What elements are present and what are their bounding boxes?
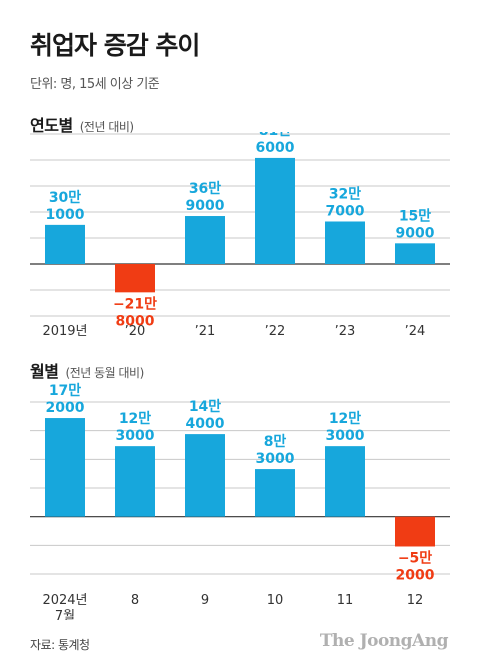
bar-2	[185, 216, 225, 264]
bar-0	[45, 418, 85, 517]
data-label-5-1: 2000	[396, 567, 435, 583]
category-label-5-0: 12	[407, 593, 424, 608]
bar-4	[325, 446, 365, 517]
brand-logo: The JoongAng	[319, 631, 449, 651]
bar-2	[185, 434, 225, 517]
page-title: 취업자 증감 추이	[30, 31, 200, 60]
annual-chart-title: 연도별 (전년 대비)	[30, 112, 134, 136]
monthly-bar-chart: 17만20002024년7월12만3000814만400098만30001012…	[30, 383, 450, 620]
category-label-2-0: ’21	[195, 324, 216, 339]
data-label-0-1: 1000	[46, 207, 85, 223]
data-label-1-1: 8000	[116, 313, 155, 329]
bar-5	[395, 243, 435, 264]
unit-note: 단위: 명, 15세 이상 기준	[30, 77, 160, 92]
category-label-0-0: 2019년	[42, 324, 87, 339]
data-label-5-0: 15만	[399, 208, 431, 224]
source-note: 자료: 통계청	[30, 638, 90, 652]
data-label-3-0: 8만	[264, 434, 287, 450]
data-label-5-0: −5만	[398, 550, 432, 566]
category-label-2-0: 9	[201, 593, 209, 608]
data-label-1-0: −21만	[113, 296, 157, 312]
bar-1	[115, 446, 155, 517]
data-label-4-0: 32만	[329, 186, 361, 202]
data-label-2-1: 9000	[186, 198, 225, 214]
annual-bar-chart: 30만10002019년−21만8000’2036만9000’2181만6000…	[30, 132, 450, 339]
grid-lines	[30, 133, 450, 317]
data-label-0-0: 30만	[49, 190, 81, 206]
data-label-4-0: 12만	[329, 411, 361, 427]
data-label-2-0: 14만	[189, 399, 221, 415]
category-label-4-0: ’23	[335, 324, 356, 339]
data-label-2-0: 36만	[189, 181, 221, 197]
bar-5	[395, 516, 435, 547]
data-label-1-1: 3000	[116, 428, 155, 444]
bar-3	[255, 157, 295, 264]
data-label-1-0: 12만	[119, 411, 151, 427]
annual-chart-title-text: 연도별	[30, 116, 73, 135]
data-label-0-1: 2000	[46, 400, 85, 416]
bar-0	[45, 224, 85, 264]
category-label-1-0: 8	[131, 593, 139, 608]
grid-lines	[30, 401, 450, 575]
category-label-1-0: ’20	[125, 324, 146, 339]
bar-4	[325, 221, 365, 264]
bar-3	[255, 469, 295, 517]
category-label-0-0: 2024년	[42, 593, 87, 608]
bar-1	[115, 264, 155, 293]
data-label-0-0: 17만	[49, 383, 81, 399]
monthly-chart-title: 월별 (전년 동월 대비)	[30, 358, 144, 382]
data-label-3-0: 81만	[259, 132, 291, 139]
data-label-5-1: 9000	[396, 225, 435, 241]
category-label-4-0: 11	[337, 593, 354, 608]
monthly-chart-title-text: 월별	[30, 362, 59, 381]
category-label-0-1: 7월	[55, 609, 75, 620]
monthly-chart-subtitle: (전년 동월 대비)	[65, 366, 145, 380]
data-label-3-1: 6000	[256, 140, 295, 156]
category-label-3-0: ’22	[265, 324, 286, 339]
data-label-4-1: 3000	[326, 428, 365, 444]
data-label-2-1: 4000	[186, 416, 225, 432]
category-label-5-0: ’24	[405, 324, 426, 339]
data-label-4-1: 7000	[326, 203, 365, 219]
data-label-3-1: 3000	[256, 451, 295, 467]
annual-chart-subtitle: (전년 대비)	[79, 120, 134, 134]
category-label-3-0: 10	[267, 593, 284, 608]
